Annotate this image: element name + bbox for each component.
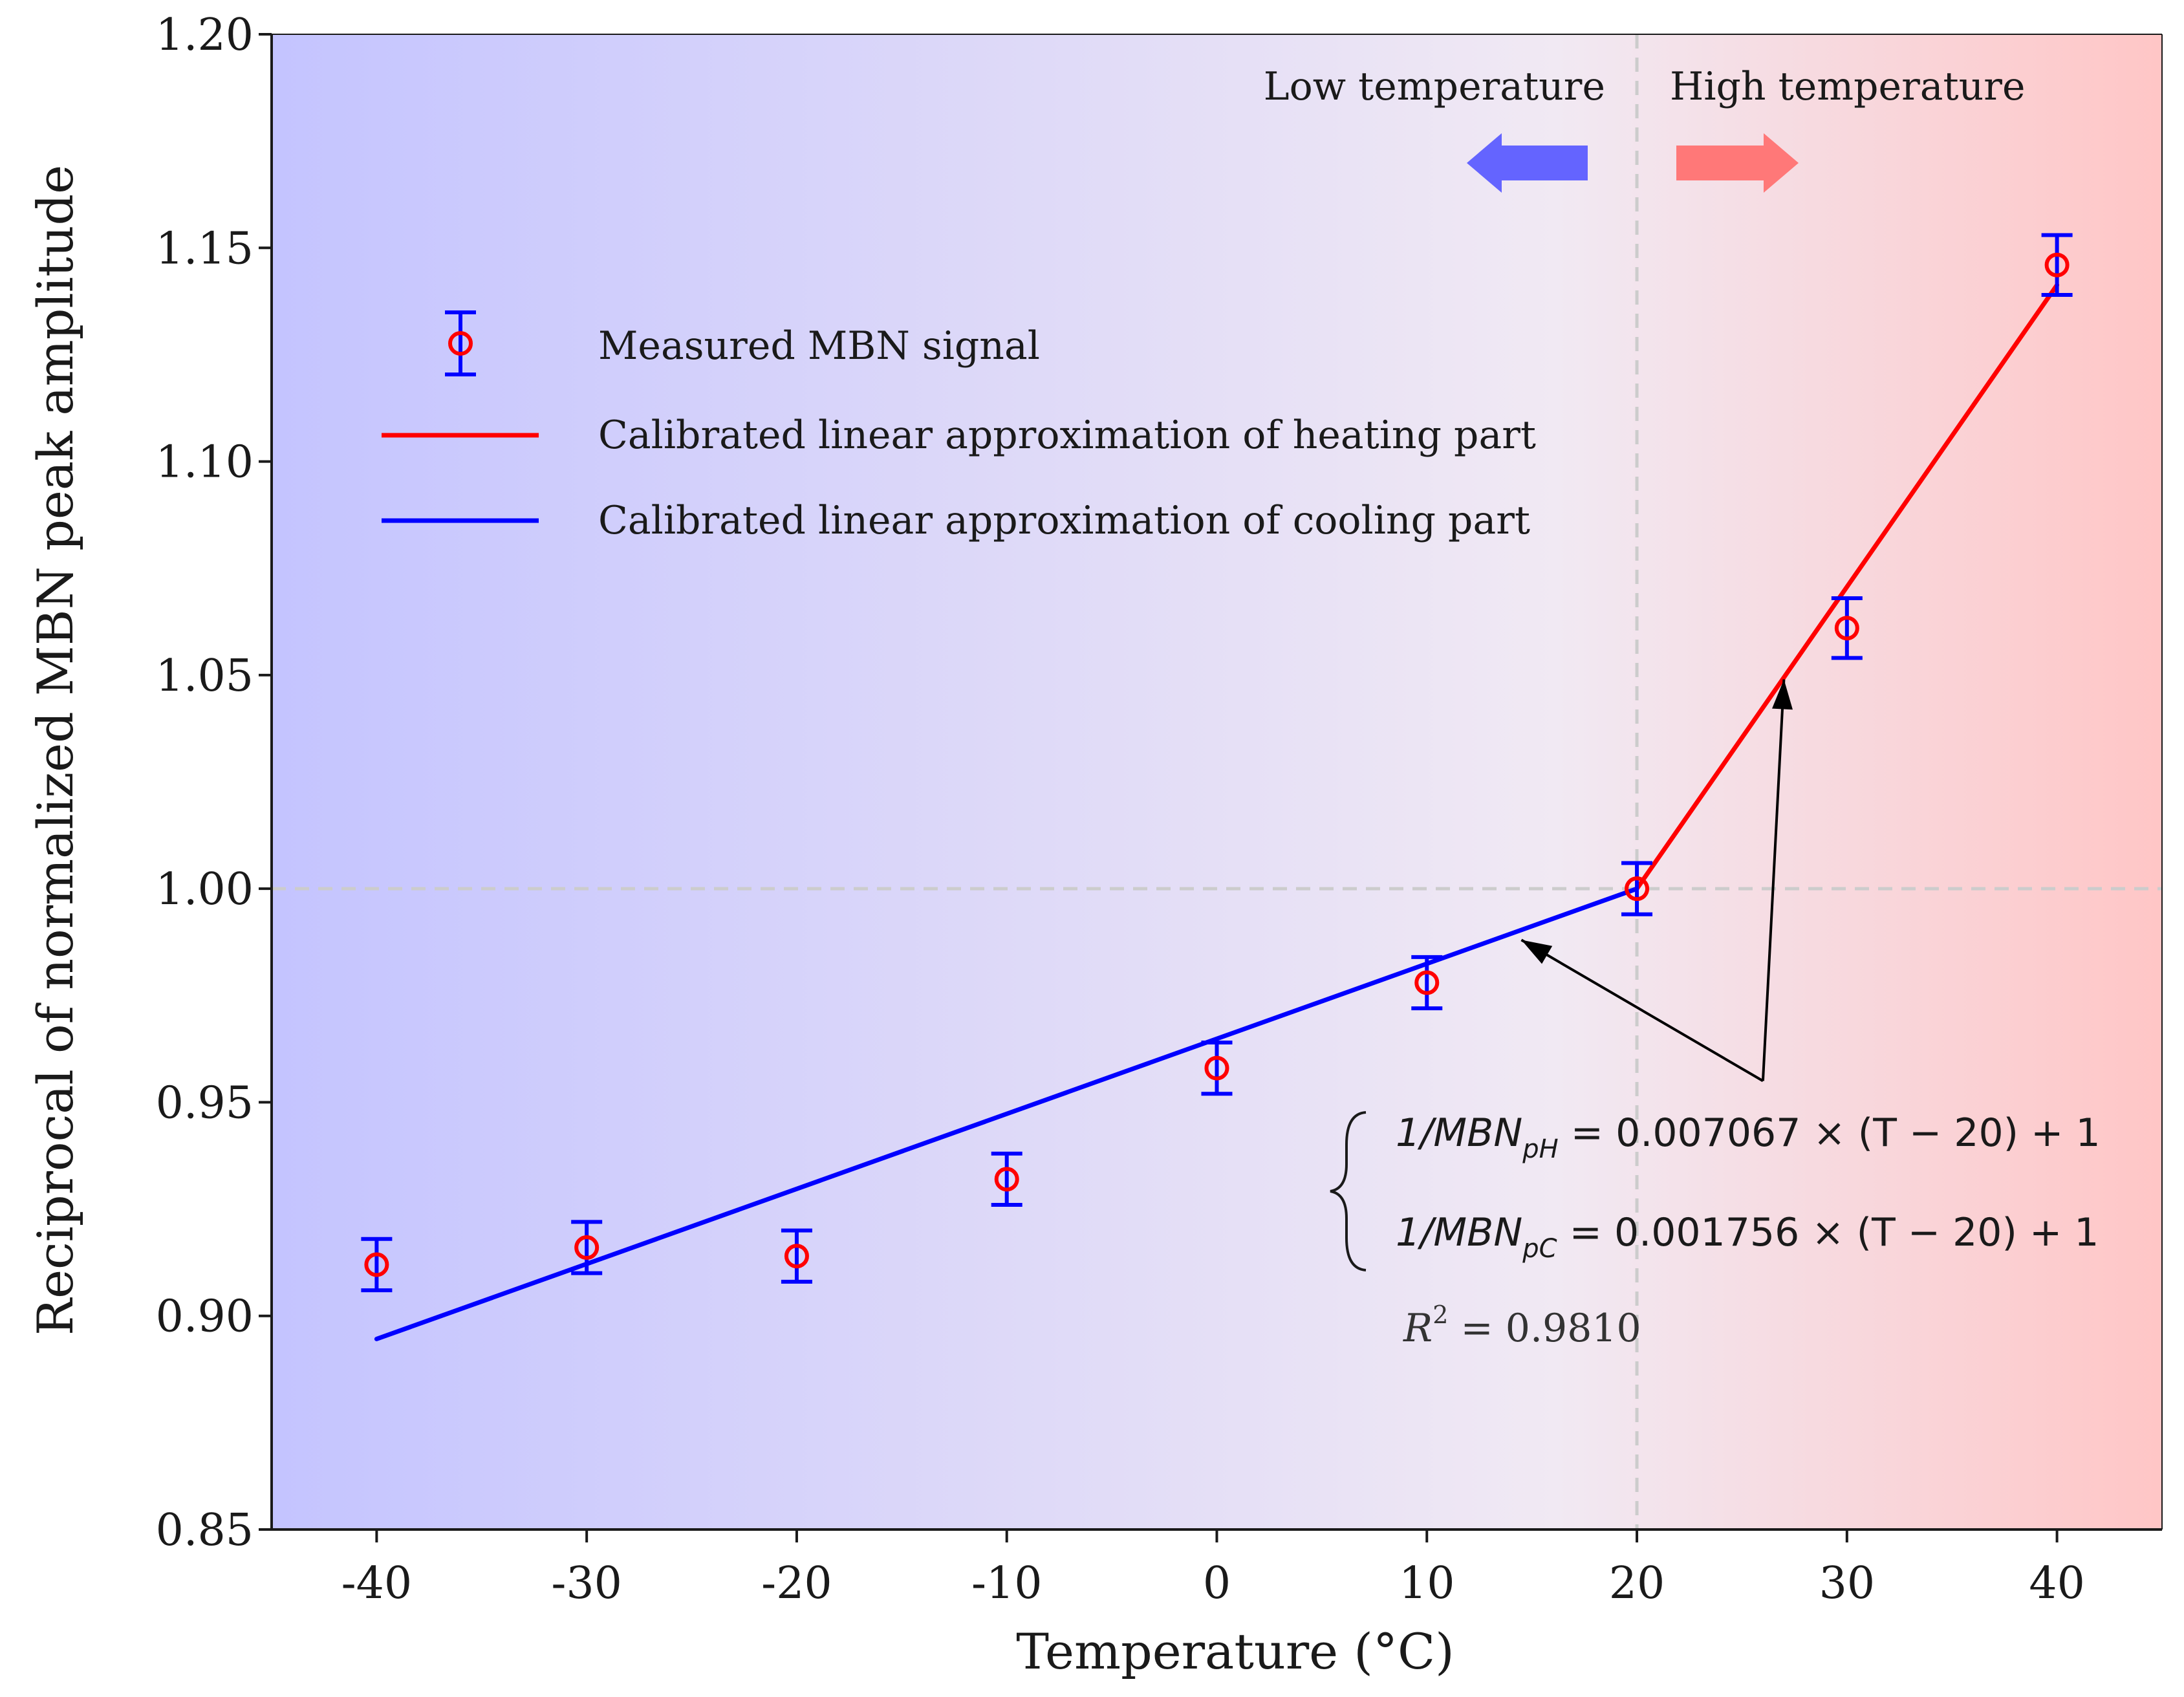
legend-cooling-label: Calibrated linear approximation of cooli… <box>598 498 1530 543</box>
r-squared-sup: 2 <box>1433 1301 1448 1329</box>
y-axis-title: Reciprocal of normalized MBN peak amplit… <box>27 165 84 1335</box>
legend-measured-marker <box>445 310 476 376</box>
point-marker <box>1625 876 1650 902</box>
annotation-arrow-head <box>1772 679 1793 710</box>
data-point <box>1621 861 1653 916</box>
r-squared-value: = 0.9810 <box>1448 1306 1641 1351</box>
point-marker <box>784 1244 809 1269</box>
cooling-equation-sub: pC <box>1522 1234 1557 1264</box>
x-tick-label: -10 <box>971 1558 1043 1609</box>
legend-measured-label: Measured MBN signal <box>598 323 1040 369</box>
y-tick-label: 0.90 <box>156 1292 254 1343</box>
y-axis-ticks: 0.85 0.90 0.95 1.00 1.05 1.10 1.15 1.20 <box>156 10 272 1556</box>
heating-equation-lhs: 1/MBN <box>1396 1110 1522 1156</box>
cooling-equation: 1/MBNpC = 0.001756 × (T − 20) + 1 <box>1396 1210 2099 1264</box>
point-marker <box>1414 970 1440 995</box>
annotation-arrow-line <box>1761 679 1786 1081</box>
equations: 1/MBNpH = 0.007067 × (T − 20) + 1 1/MBNp… <box>1330 1110 2101 1351</box>
x-tick-label: -20 <box>761 1558 832 1609</box>
heating-equation-rhs: = 0.007067 × (T − 20) + 1 <box>1559 1110 2101 1156</box>
x-tick-label: 0 <box>1203 1558 1231 1609</box>
point-marker <box>364 1252 389 1277</box>
low-temperature-label: Low temperature <box>1264 64 1605 109</box>
point-marker <box>1204 1055 1229 1081</box>
reference-lines <box>272 34 2162 1529</box>
heating-equation: 1/MBNpH = 0.007067 × (T − 20) + 1 <box>1396 1110 2101 1164</box>
annotation-arrows <box>1520 679 1793 1083</box>
cooling-equation-rhs: = 0.001756 × (T − 20) + 1 <box>1557 1210 2099 1255</box>
low-temperature-arrow-icon <box>1467 133 1588 193</box>
data-point <box>361 1237 393 1293</box>
x-tick-label: 10 <box>1399 1558 1455 1609</box>
point-marker <box>574 1235 600 1260</box>
data-point <box>2041 233 2073 297</box>
point-marker <box>994 1167 1019 1192</box>
x-tick-label: 40 <box>2029 1558 2085 1609</box>
x-tick-label: 20 <box>1609 1558 1665 1609</box>
x-axis-ticks: -40 -30 -20 -10 0 10 20 30 40 <box>341 1529 2085 1609</box>
data-point <box>571 1220 603 1275</box>
legend-point-marker <box>448 331 473 356</box>
y-tick-label: 0.85 <box>156 1505 254 1556</box>
y-tick-label: 1.00 <box>156 864 254 915</box>
heating-fit-line <box>1634 283 2060 891</box>
plot-background <box>272 34 2162 1529</box>
x-axis-title: Temperature (°C) <box>1016 1623 1454 1680</box>
data-point <box>1411 955 1443 1011</box>
point-marker <box>2044 252 2070 277</box>
x-tick-label: -30 <box>551 1558 622 1609</box>
y-tick-label: 1.15 <box>156 223 254 274</box>
data-point <box>1831 596 1863 660</box>
annotation-arrow-head <box>1521 940 1553 964</box>
legend-heating-label: Calibrated linear approximation of heati… <box>598 413 1536 458</box>
data-point <box>1201 1040 1233 1096</box>
equation-brace <box>1330 1111 1367 1271</box>
heating-equation-sub: pH <box>1522 1134 1558 1164</box>
high-temperature-label: High temperature <box>1670 64 2025 109</box>
data-point <box>991 1151 1022 1207</box>
cooling-equation-lhs: 1/MBN <box>1396 1210 1522 1255</box>
x-tick-label: 30 <box>1819 1558 1876 1609</box>
x-tick-label: -40 <box>341 1558 413 1609</box>
y-tick-label: 1.20 <box>156 10 254 61</box>
legend: Measured MBN signal Calibrated linear ap… <box>382 310 1536 543</box>
r-squared-label: R <box>1403 1306 1433 1351</box>
data-point <box>781 1228 812 1284</box>
r-squared: R2 = 0.9810 <box>1403 1301 1641 1351</box>
y-tick-label: 1.05 <box>156 651 254 702</box>
data-points <box>361 233 2073 1293</box>
y-tick-label: 1.10 <box>156 437 254 488</box>
high-temperature-arrow-icon <box>1676 133 1799 193</box>
y-tick-label: 0.95 <box>156 1077 254 1129</box>
annotation-arrow-line <box>1520 938 1764 1083</box>
point-marker <box>1834 616 1859 641</box>
